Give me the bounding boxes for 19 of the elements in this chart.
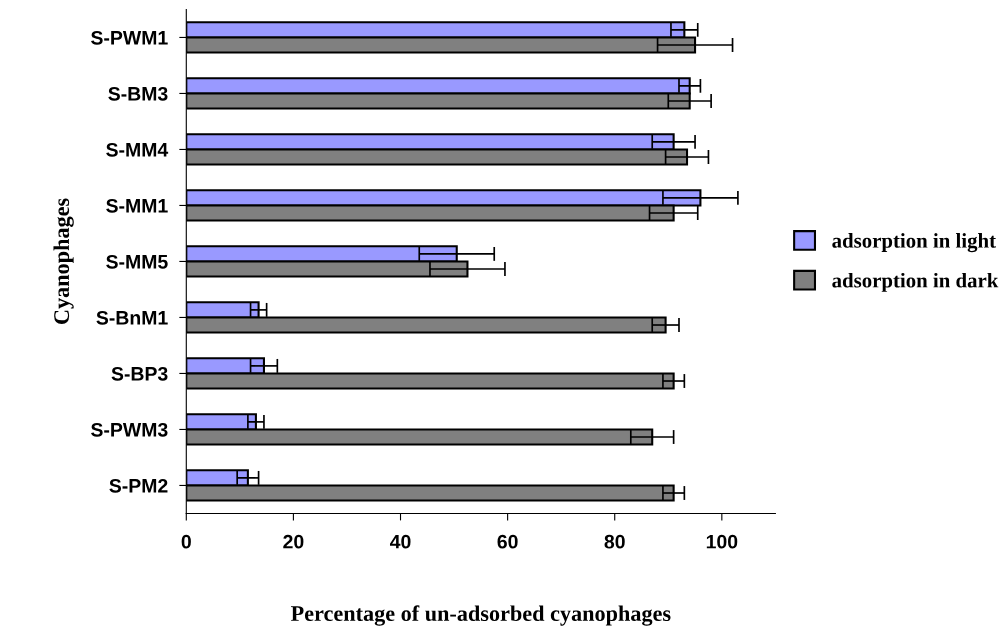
x-tick-label: 0 [181, 534, 191, 549]
y-tick-label: S-MM1 [106, 198, 168, 213]
y-tick-label: S-BM3 [108, 86, 168, 101]
x-tick-label: 100 [706, 534, 738, 549]
y-tick-label: S-BnM1 [96, 310, 168, 325]
y-tick-label: S-MM4 [106, 142, 169, 157]
y-tick-label: S-PWM3 [91, 422, 168, 437]
x-tick-label: 20 [283, 534, 304, 549]
legend-label: adsorption in dark [832, 272, 999, 292]
x-tick-label: 40 [389, 534, 411, 549]
y-axis-title: Cyanophages [53, 198, 74, 324]
x-tick-label: 60 [497, 534, 518, 549]
y-tick-label: S-MM5 [106, 254, 168, 269]
legend-label: adsorption in light [832, 233, 996, 253]
y-tick-label: S-PWM1 [91, 30, 168, 45]
y-tick-label: S-PM2 [109, 478, 168, 493]
x-axis-title: Percentage of un-adsorbed cyanophages [290, 605, 671, 626]
x-tick-label: 80 [604, 534, 625, 549]
y-tick-label: S-BP3 [111, 366, 168, 381]
